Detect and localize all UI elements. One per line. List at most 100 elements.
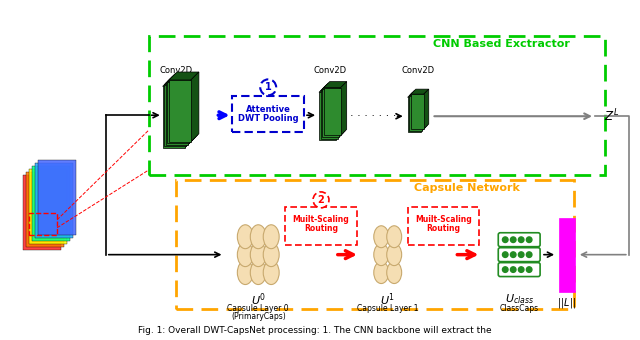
Circle shape [313, 192, 329, 208]
FancyBboxPatch shape [499, 262, 540, 276]
Bar [175, 180, 574, 309]
Polygon shape [319, 86, 342, 92]
Ellipse shape [387, 261, 402, 284]
Polygon shape [411, 94, 424, 129]
Polygon shape [411, 89, 429, 94]
Text: ClassCaps: ClassCaps [500, 304, 539, 313]
Polygon shape [188, 75, 196, 145]
Ellipse shape [263, 243, 279, 267]
Polygon shape [164, 85, 186, 147]
FancyBboxPatch shape [499, 248, 540, 261]
Bar [232, 96, 304, 132]
Bar [285, 207, 357, 245]
Text: Muilt-Scaling: Muilt-Scaling [415, 215, 472, 224]
Text: Conv2D: Conv2D [159, 66, 192, 75]
Text: $U^0$: $U^0$ [251, 291, 266, 308]
Polygon shape [26, 172, 64, 247]
Polygon shape [163, 86, 184, 148]
Polygon shape [408, 92, 426, 97]
Polygon shape [321, 91, 337, 138]
Polygon shape [322, 83, 345, 89]
Polygon shape [319, 92, 336, 140]
Text: Capsule Layer 0: Capsule Layer 0 [227, 304, 289, 313]
Circle shape [518, 252, 524, 257]
Polygon shape [169, 72, 199, 80]
Polygon shape [166, 75, 196, 83]
Polygon shape [186, 77, 194, 147]
Polygon shape [23, 175, 61, 250]
Polygon shape [164, 77, 194, 85]
Polygon shape [166, 83, 188, 145]
Ellipse shape [374, 244, 388, 266]
Polygon shape [337, 85, 344, 138]
Polygon shape [163, 79, 193, 86]
Text: 1: 1 [265, 82, 271, 92]
Ellipse shape [237, 225, 253, 249]
Text: Conv2D: Conv2D [401, 66, 434, 75]
Polygon shape [189, 73, 197, 143]
Circle shape [502, 252, 508, 257]
Polygon shape [321, 85, 344, 91]
Circle shape [518, 237, 524, 242]
Text: Attentive: Attentive [246, 105, 291, 114]
Polygon shape [32, 166, 70, 241]
Circle shape [502, 267, 508, 272]
Circle shape [526, 267, 532, 272]
Polygon shape [409, 96, 422, 131]
Polygon shape [168, 73, 197, 82]
Text: CNN Based Exctractor: CNN Based Exctractor [433, 38, 570, 49]
Ellipse shape [250, 243, 266, 267]
Text: · · · · · · ·: · · · · · · · [349, 111, 396, 121]
Polygon shape [336, 86, 342, 140]
Polygon shape [324, 87, 340, 135]
Polygon shape [324, 82, 347, 87]
Circle shape [511, 252, 516, 257]
Circle shape [511, 267, 516, 272]
Polygon shape [408, 97, 420, 132]
Polygon shape [169, 80, 191, 142]
Circle shape [526, 237, 532, 242]
Polygon shape [322, 89, 339, 137]
Circle shape [502, 237, 508, 242]
Polygon shape [409, 91, 427, 96]
Ellipse shape [387, 226, 402, 248]
Text: $U_{class}$: $U_{class}$ [504, 292, 534, 306]
Polygon shape [38, 160, 76, 235]
Polygon shape [339, 83, 345, 137]
Text: Fig. 1: Overall DWT-CapsNet processing: 1. The CNN backbone will extract the: Fig. 1: Overall DWT-CapsNet processing: … [138, 326, 492, 335]
FancyBboxPatch shape [499, 233, 540, 247]
Ellipse shape [237, 261, 253, 285]
Text: Routing: Routing [304, 224, 338, 233]
Circle shape [260, 79, 276, 95]
Text: Capsule Layer 1: Capsule Layer 1 [357, 304, 419, 313]
Polygon shape [424, 89, 429, 129]
Circle shape [511, 237, 516, 242]
Ellipse shape [374, 261, 388, 284]
Text: Muilt-Scaling: Muilt-Scaling [292, 215, 349, 224]
Polygon shape [191, 72, 199, 142]
Bar [559, 218, 575, 291]
Ellipse shape [250, 225, 266, 249]
Ellipse shape [263, 261, 279, 285]
Polygon shape [422, 91, 427, 131]
Polygon shape [29, 169, 67, 244]
Polygon shape [340, 82, 347, 135]
Bar [29, 213, 57, 235]
Bar [408, 207, 479, 245]
Text: Capsule Network: Capsule Network [415, 183, 520, 193]
Polygon shape [420, 92, 426, 132]
Text: $Z^L$: $Z^L$ [604, 108, 619, 124]
Polygon shape [35, 163, 73, 238]
Text: DWT Pooling: DWT Pooling [238, 114, 298, 123]
Text: 2: 2 [317, 195, 324, 205]
Text: Routing: Routing [426, 224, 461, 233]
Text: (PrimaryCaps): (PrimaryCaps) [231, 312, 285, 321]
Ellipse shape [237, 243, 253, 267]
Ellipse shape [263, 225, 279, 249]
Ellipse shape [250, 261, 266, 285]
Text: $||L||$: $||L||$ [557, 296, 577, 310]
Ellipse shape [387, 244, 402, 266]
Polygon shape [168, 82, 189, 143]
Ellipse shape [374, 226, 388, 248]
Circle shape [518, 267, 524, 272]
